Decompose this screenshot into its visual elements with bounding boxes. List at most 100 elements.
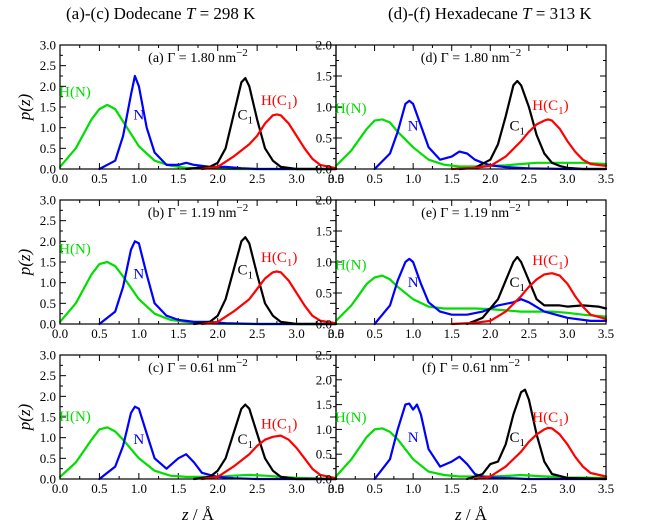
x-tick-label: 0.5	[91, 171, 107, 186]
y-tick-label: 0.0	[40, 472, 56, 487]
series-label-hc1: H(C1)	[532, 410, 568, 429]
panel-a: 0.0 0.5 1.0 1.5 2.0 2.5 3.0 3.50.00.51.01.52.02…	[15, 38, 344, 187]
series-label-n: N	[133, 107, 144, 123]
x-tick-label: 0.5	[91, 326, 107, 341]
series-line-hn	[58, 426, 338, 481]
series-line-hn	[58, 260, 338, 326]
subscript: 1	[287, 257, 293, 269]
series-line-hc1	[200, 270, 338, 326]
subscript: 1	[248, 269, 254, 281]
x-tick-label: 1.5	[444, 326, 460, 341]
x-tick-label: 3.0	[559, 481, 575, 496]
series-line-hn	[58, 103, 338, 171]
series-line-c1	[466, 255, 608, 326]
close-paren: )	[292, 93, 297, 109]
x-tick-label: 0.0	[52, 481, 68, 496]
panel-title: (f) Γ = 0.61 nm−2	[422, 357, 520, 376]
y-tick-label: 1.0	[40, 120, 56, 135]
x-tick-label: 3.5	[328, 171, 344, 186]
subscript: 1	[248, 439, 254, 451]
x-axis-var: z	[181, 505, 189, 524]
series-line-hc1	[473, 426, 608, 481]
y-tick-label: 0.5	[40, 451, 56, 466]
series-label-hn: H(N)	[335, 101, 367, 117]
x-tick-label: 2.5	[521, 481, 537, 496]
x-tick-label: 3.0	[288, 326, 304, 341]
x-tick-label: 2.0	[210, 171, 226, 186]
x-tick-label: 3.5	[598, 326, 614, 341]
x-tick-label: 2.0	[210, 481, 226, 496]
series-line-n	[373, 99, 608, 171]
y-tick-label: 0.5	[316, 447, 332, 462]
x-tick-label: 2.0	[482, 171, 498, 186]
plot-frame	[335, 44, 607, 170]
series-line-c1	[185, 76, 338, 171]
x-tick-label: 3.0	[288, 481, 304, 496]
x-tick-label: 1.5	[170, 481, 186, 496]
superscript: −2	[509, 47, 521, 59]
x-tick-label: 0.0	[328, 481, 344, 496]
y-tick-label: 1.5	[316, 397, 332, 412]
y-tick-label: 1.0	[316, 422, 332, 437]
series-line-hn	[334, 274, 608, 322]
series-label-n: N	[408, 275, 419, 291]
superscript: −2	[236, 202, 248, 214]
series-label-hc1: H(C1)	[261, 250, 297, 269]
series-label-hc1: H(C1)	[532, 98, 568, 117]
series-line-c1	[193, 403, 338, 481]
series-label-n: N	[133, 267, 144, 283]
x-tick-label: 3.5	[328, 326, 344, 341]
superscript: −2	[236, 357, 248, 369]
x-tick-label: 0.5	[366, 326, 382, 341]
y-tick-label: 1.5	[40, 255, 56, 270]
series-label-c1: C1	[510, 275, 526, 294]
y-tick-label: 1.5	[40, 100, 56, 115]
x-tick-label: 2.0	[482, 481, 498, 496]
x-tick-label: 1.0	[131, 171, 147, 186]
series-label-hc1: H(C1)	[532, 253, 568, 272]
panel-title: (e) Γ = 1.19 nm−2	[421, 202, 521, 221]
panel-c: 0.0 0.5 1.0 1.5 2.0 2.5 3.0 3.50.00.51.01.52.02…	[15, 348, 344, 525]
close-paren: )	[292, 417, 297, 433]
x-tick-label: 2.5	[249, 326, 265, 341]
close-paren: )	[564, 253, 569, 269]
y-tick-label: 2.0	[316, 193, 332, 208]
x-tick-label: 3.0	[559, 171, 575, 186]
subscript: 1	[558, 417, 564, 429]
subscript: 1	[520, 282, 526, 294]
series-label-hn: H(N)	[59, 409, 91, 425]
series-line-c1	[466, 388, 608, 481]
superscript: −2	[508, 357, 520, 369]
y-tick-label: 2.0	[40, 79, 56, 94]
series-label-n: N	[408, 430, 419, 446]
x-tick-label: 2.0	[210, 326, 226, 341]
series-label-n: N	[408, 119, 419, 135]
x-axis-label: z / Å	[181, 505, 215, 524]
x-tick-label: 1.0	[131, 326, 147, 341]
series-line-hn	[334, 118, 608, 168]
y-tick-label: 1.0	[316, 100, 332, 115]
panel-title: (d) Γ = 1.80 nm−2	[421, 47, 521, 66]
x-tick-label: 3.0	[288, 171, 304, 186]
series-label-c1: C1	[510, 430, 526, 449]
subscript: 1	[287, 424, 293, 436]
x-tick-label: 0.5	[366, 481, 382, 496]
y-tick-label: 0.5	[40, 296, 56, 311]
series-label-c1: C1	[238, 107, 254, 126]
series-line-c1	[458, 79, 608, 171]
x-tick-label: 0.0	[328, 326, 344, 341]
panel-b: 0.0 0.5 1.0 1.5 2.0 2.5 3.0 3.50.00.51.01.52.02…	[15, 193, 344, 342]
panel-d: 0.0 0.5 1.0 1.5 2.0 2.5 3.0 3.50.00.51.01.52.0(…	[316, 38, 614, 187]
x-tick-label: 2.5	[521, 171, 537, 186]
series-line-hc1	[200, 434, 338, 481]
y-axis-label: p(z)	[15, 248, 34, 276]
y-tick-label: 0.0	[40, 317, 56, 332]
x-tick-label: 1.5	[444, 171, 460, 186]
x-tick-label: 3.5	[598, 481, 614, 496]
series-label-hc1: H(C1)	[261, 417, 297, 436]
x-tick-label: 2.5	[249, 481, 265, 496]
x-tick-label: 0.0	[52, 171, 68, 186]
series-line-n	[98, 74, 338, 171]
series-line-hc1	[450, 118, 608, 171]
plot-frame	[335, 354, 607, 480]
